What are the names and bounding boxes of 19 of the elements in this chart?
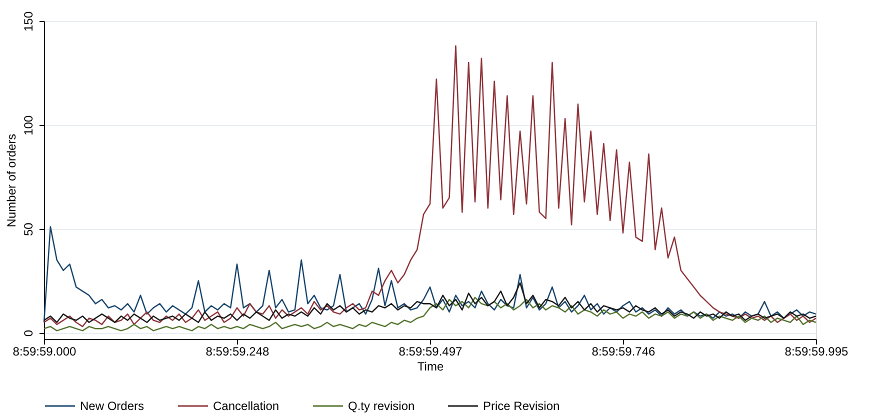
line-series [43,45,817,328]
x-axis-title: Time [417,360,444,374]
legend-label: Cancellation [213,399,280,413]
x-tick-label: 8:59:59.497 [398,344,463,358]
legend-label: Q.ty revision [348,399,415,413]
line-series [43,296,817,332]
x-tick-label: 8:59:59.746 [592,344,656,358]
y-tick-label: 150 [22,11,36,32]
y-tick-label: 50 [22,222,36,236]
y-tick-label: 100 [22,115,36,136]
line-series [43,226,817,324]
x-tick-label: 8:59:59.000 [12,344,77,358]
y-axis-title: Number of orders [4,134,18,228]
legend-label: New Orders [80,399,144,413]
line-series [43,282,817,324]
y-tick-label: 0 [22,330,36,337]
x-tick-label: 8:59:59.995 [784,344,849,358]
legend-label: Price Revision [483,399,560,413]
x-tick-label: 8:59:59.248 [206,344,270,358]
